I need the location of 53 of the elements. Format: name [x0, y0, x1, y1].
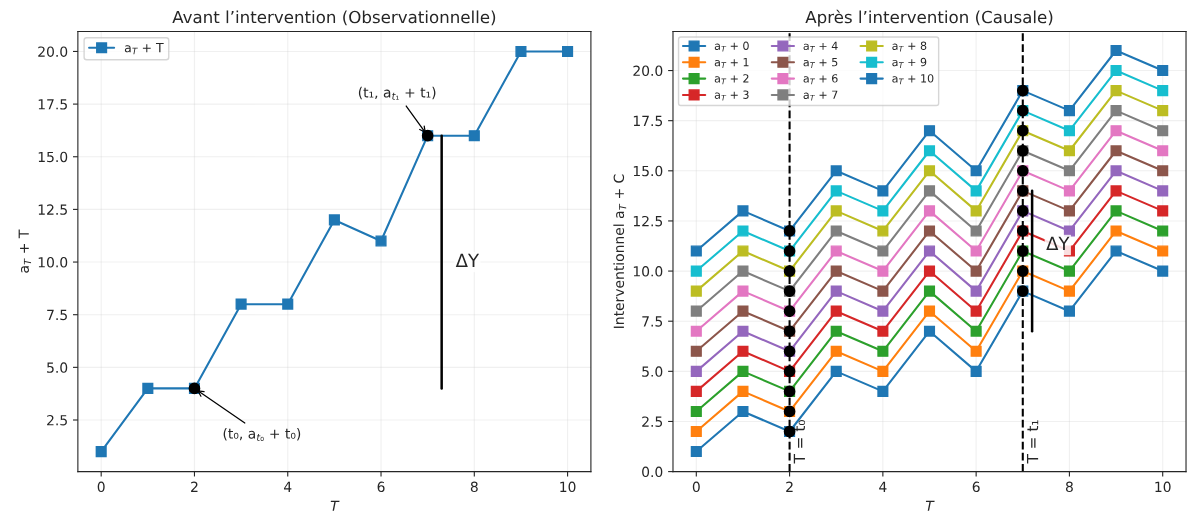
x-tick-label: 10 [1155, 481, 1171, 493]
y-tick-label: 12.5 [633, 215, 663, 227]
ref-line-label: T = t₀ [793, 420, 806, 464]
x-axis-title: T [925, 500, 935, 511]
legend-label: a$_{T}$ + 4 [803, 41, 838, 52]
y-tick-label: 12.5 [38, 204, 67, 215]
y-tick-label: 10.0 [633, 266, 663, 277]
x-tick-label: 8 [470, 481, 478, 493]
ref-line-label: T = t₁ [1026, 420, 1039, 464]
y-tick-label: 2.5 [47, 414, 67, 426]
legend-label: a$_{T}$ + 9 [892, 57, 927, 68]
y-tick-label: 2.5 [642, 416, 663, 427]
x-tick-label: 4 [879, 481, 887, 492]
x-tick-label: 8 [1065, 481, 1073, 493]
legend-label: a$_{T}$ + 1 [714, 58, 749, 68]
legend-label: a$_{T}$ + 0 [714, 41, 749, 52]
y-tick-label: 0.0 [642, 466, 663, 478]
y-tick-label: 17.5 [38, 99, 67, 110]
chart-title: Après l’intervention (Causale) [805, 9, 1053, 27]
x-tick-label: 10 [560, 481, 576, 493]
x-tick-label: 0 [97, 481, 105, 493]
legend-label: a$_{T}$ + 3 [714, 90, 749, 101]
x-tick-label: 6 [377, 481, 385, 493]
y-axis-title: a$_{T}$ + T [18, 229, 32, 273]
annotation: ΔY [455, 253, 480, 268]
legend-label: a$_{T}$ + 2 [714, 74, 749, 85]
y-tick-label: 20.0 [633, 65, 663, 77]
y-tick-label: 5.0 [47, 362, 68, 373]
x-tick-label: 2 [786, 481, 793, 492]
chart-title: Avant l’intervention (Observationnelle) [172, 10, 496, 26]
y-tick-label: 7.5 [47, 309, 67, 321]
y-axis-title: Interventionnel a$_{T}$ + C [613, 174, 627, 328]
y-tick-label: 7.5 [642, 316, 663, 327]
legend-label: a$_{T}$ + 10 [892, 74, 934, 85]
y-tick-label: 10.0 [38, 257, 68, 268]
x-tick-label: 4 [284, 481, 292, 492]
x-tick-label: 6 [972, 481, 980, 493]
legend-label: a$_{T}$ + T [124, 43, 164, 55]
annotation: ΔY [1046, 236, 1070, 250]
x-axis-title: T [330, 500, 340, 511]
y-tick-label: 5.0 [642, 366, 663, 377]
legend-label: a$_{T}$ + 8 [892, 41, 927, 52]
x-tick-label: 2 [191, 481, 198, 492]
legend-label: a$_{T}$ + 7 [803, 90, 838, 101]
y-tick-label: 20.0 [38, 46, 68, 57]
legend-label: a$_{T}$ + 6 [803, 74, 838, 85]
y-tick-label: 15.0 [38, 151, 68, 163]
y-tick-label: 17.5 [633, 115, 663, 127]
annotation: (t₁, a$_{t₁}$ + t₁) [358, 86, 436, 100]
y-tick-label: 15.0 [633, 165, 663, 177]
x-tick-label: 0 [692, 481, 700, 493]
legend-label: a$_{T}$ + 5 [803, 58, 838, 68]
annotation: (t₀, a$_{t₀}$ + t₀) [223, 428, 301, 441]
